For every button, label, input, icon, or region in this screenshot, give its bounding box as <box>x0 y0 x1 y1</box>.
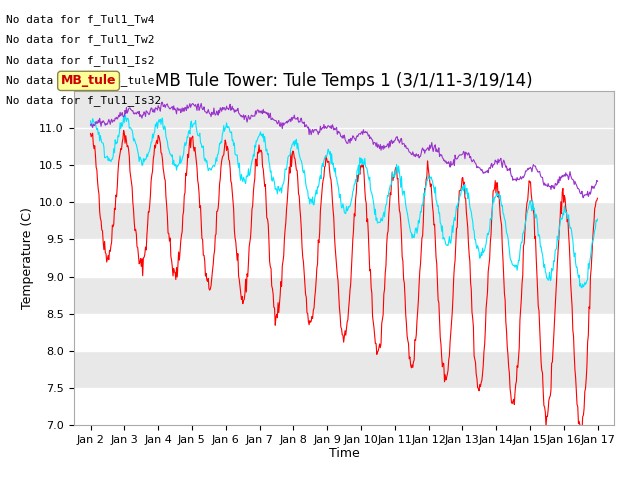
Bar <box>74 128 614 165</box>
Bar <box>74 313 614 351</box>
Text: MB_tule: MB_tule <box>61 74 116 87</box>
Bar <box>74 276 614 313</box>
Text: No data for f_Tul1_Tw2: No data for f_Tul1_Tw2 <box>6 35 155 46</box>
Text: No data for f_Tul1_Tw4: No data for f_Tul1_Tw4 <box>6 14 155 25</box>
Bar <box>74 240 614 276</box>
Bar <box>74 388 614 425</box>
Text: No data for f_Tul1_Is32: No data for f_Tul1_Is32 <box>6 95 162 106</box>
X-axis label: Time: Time <box>328 447 360 460</box>
Text: No data for f_uMB_tule: No data for f_uMB_tule <box>6 75 155 86</box>
Y-axis label: Temperature (C): Temperature (C) <box>20 207 34 309</box>
Text: No data for f_Tul1_Is2: No data for f_Tul1_Is2 <box>6 55 155 66</box>
Bar <box>74 203 614 240</box>
Bar <box>74 351 614 388</box>
Title: MB Tule Tower: Tule Temps 1 (3/1/11-3/19/14): MB Tule Tower: Tule Temps 1 (3/1/11-3/19… <box>155 72 533 90</box>
Bar <box>74 165 614 203</box>
